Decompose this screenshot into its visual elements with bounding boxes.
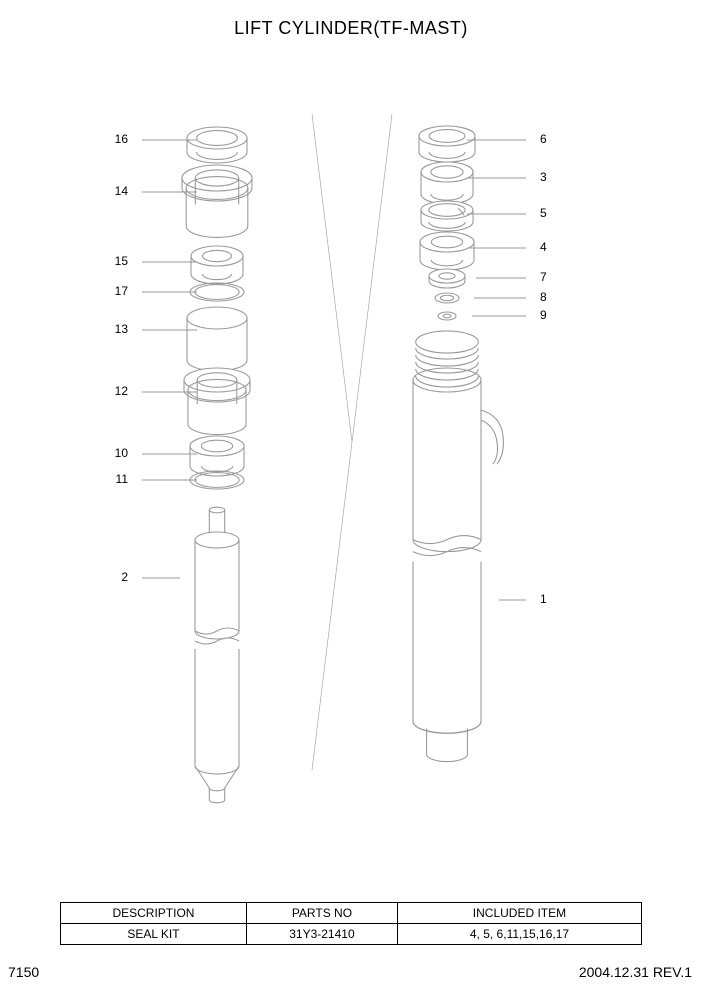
part-2 xyxy=(195,507,239,803)
svg-text:2: 2 xyxy=(121,570,128,584)
page-title: LIFT CYLINDER(TF-MAST) xyxy=(0,18,702,39)
part-8 xyxy=(435,293,459,303)
cell-description: SEAL KIT xyxy=(61,924,247,945)
svg-text:10: 10 xyxy=(115,446,129,460)
col-included: INCLUDED ITEM xyxy=(397,903,641,924)
svg-text:16: 16 xyxy=(115,132,129,146)
cell-included: 4, 5, 6,11,15,16,17 xyxy=(397,924,641,945)
table-row: SEAL KIT 31Y3-21410 4, 5, 6,11,15,16,17 xyxy=(61,924,642,945)
svg-text:5: 5 xyxy=(540,206,547,220)
page: LIFT CYLINDER(TF-MAST) 16141517131210112… xyxy=(0,0,702,992)
svg-text:15: 15 xyxy=(115,254,129,268)
col-description: DESCRIPTION xyxy=(61,903,247,924)
footer-page-no: 7150 xyxy=(8,964,39,980)
svg-text:3: 3 xyxy=(540,170,547,184)
part-1 xyxy=(413,331,503,762)
svg-text:4: 4 xyxy=(540,240,547,254)
part-5 xyxy=(421,201,473,231)
part-16 xyxy=(187,127,247,163)
footer-revision: 2004.12.31 REV.1 xyxy=(579,964,692,980)
svg-text:6: 6 xyxy=(540,132,547,146)
svg-text:1: 1 xyxy=(540,592,547,606)
part-7 xyxy=(429,269,465,288)
part-6 xyxy=(419,126,475,162)
part-15 xyxy=(191,246,243,284)
col-parts-no: PARTS NO xyxy=(246,903,397,924)
svg-text:8: 8 xyxy=(540,290,547,304)
cell-parts-no: 31Y3-21410 xyxy=(246,924,397,945)
svg-text:12: 12 xyxy=(115,384,129,398)
svg-text:11: 11 xyxy=(116,472,129,486)
svg-text:7: 7 xyxy=(540,270,547,284)
part-13 xyxy=(187,307,247,371)
svg-text:9: 9 xyxy=(540,308,547,322)
part-10 xyxy=(190,436,244,476)
part-4 xyxy=(420,232,474,270)
part-9 xyxy=(438,312,456,320)
svg-text:13: 13 xyxy=(115,322,129,336)
part-3 xyxy=(421,162,473,204)
table-header-row: DESCRIPTION PARTS NO INCLUDED ITEM xyxy=(61,903,642,924)
parts-table-container: DESCRIPTION PARTS NO INCLUDED ITEM SEAL … xyxy=(60,902,642,945)
svg-text:14: 14 xyxy=(115,184,129,198)
parts-table: DESCRIPTION PARTS NO INCLUDED ITEM SEAL … xyxy=(60,902,642,945)
part-11 xyxy=(190,471,244,489)
part-17 xyxy=(190,283,244,301)
svg-text:17: 17 xyxy=(115,284,129,298)
part-14 xyxy=(182,165,252,237)
exploded-diagram: 16 14 15 17 13 12 10 11 2 6 3 5 4 7 8 9 1 xyxy=(0,70,702,890)
part-12 xyxy=(184,368,250,435)
